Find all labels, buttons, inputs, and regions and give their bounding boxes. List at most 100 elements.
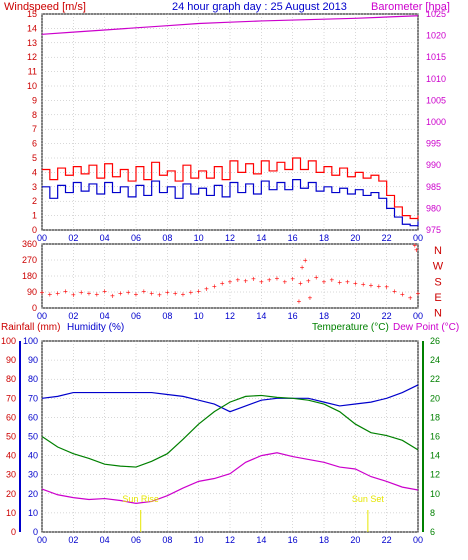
direction-point: + bbox=[259, 277, 264, 286]
direction-tick-label: 90 bbox=[27, 287, 37, 297]
direction-point: + bbox=[212, 282, 217, 291]
wind-x-tick-label: 12 bbox=[225, 233, 235, 243]
direction-point: + bbox=[400, 290, 405, 299]
windspeed-tick-label: 10 bbox=[27, 81, 37, 91]
direction-point: + bbox=[306, 276, 311, 285]
graph-title: 24 hour graph day : 25 August 2013 bbox=[172, 1, 347, 13]
direction-point: + bbox=[118, 289, 123, 298]
barometer-tick-label: 1010 bbox=[426, 74, 446, 84]
chart-marks: 0123456789101112131415975980985990995100… bbox=[1, 9, 446, 545]
temperature-tick-label: 10 bbox=[430, 489, 440, 499]
rainfall-tick-label: 100 bbox=[1, 336, 16, 346]
temperature-tick-label: 8 bbox=[430, 508, 435, 518]
direction-point: + bbox=[384, 283, 389, 292]
barometer-line bbox=[41, 15, 419, 35]
windspeed-tick-label: 9 bbox=[32, 95, 37, 105]
direction-point: + bbox=[141, 287, 146, 296]
direction-point: + bbox=[243, 276, 248, 285]
windspeed-tick-label: 15 bbox=[27, 9, 37, 19]
direction-x-tick-label: 08 bbox=[162, 311, 172, 321]
direction-point: + bbox=[87, 289, 92, 298]
windspeed-tick-label: 3 bbox=[32, 182, 37, 192]
humidity-tick-label: 60 bbox=[28, 412, 38, 422]
direction-point: + bbox=[361, 280, 366, 289]
wind-x-tick-label: 14 bbox=[256, 233, 266, 243]
direction-point: + bbox=[110, 292, 115, 301]
wind-x-tick-label: 02 bbox=[68, 233, 78, 243]
rainfall-tick-label: 50 bbox=[6, 432, 16, 442]
temp-x-tick-label: 00 bbox=[37, 535, 47, 545]
temp-x-tick-label: 02 bbox=[68, 535, 78, 545]
temp-x-tick-label: 22 bbox=[382, 535, 392, 545]
direction-point: + bbox=[173, 289, 178, 298]
direction-point: + bbox=[40, 288, 45, 297]
direction-point: + bbox=[149, 289, 154, 298]
direction-x-tick-label: 20 bbox=[350, 311, 360, 321]
windspeed-tick-label: 4 bbox=[32, 167, 37, 177]
direction-point: + bbox=[300, 263, 305, 272]
wind-x-tick-label: 22 bbox=[382, 233, 392, 243]
direction-x-tick-label: 22 bbox=[382, 311, 392, 321]
direction-point: + bbox=[308, 293, 313, 302]
direction-point: + bbox=[188, 288, 193, 297]
direction-x-tick-label: 18 bbox=[319, 311, 329, 321]
temp-x-tick-label: 16 bbox=[288, 535, 298, 545]
humidity-tick-label: 90 bbox=[28, 355, 38, 365]
direction-point: + bbox=[157, 291, 162, 300]
temperature-line bbox=[41, 394, 419, 468]
direction-point: + bbox=[102, 287, 107, 296]
temp-x-tick-label: 20 bbox=[350, 535, 360, 545]
windspeed-axis-title: Windspeed [m/s] bbox=[4, 1, 86, 13]
direction-point: + bbox=[369, 281, 374, 290]
rainfall-tick-label: 20 bbox=[6, 489, 16, 499]
barometer-tick-label: 980 bbox=[426, 203, 441, 213]
barometer-tick-label: 1000 bbox=[426, 117, 446, 127]
wind-x-tick-label: 08 bbox=[162, 233, 172, 243]
direction-point: + bbox=[290, 275, 295, 284]
temp-x-tick-label: 08 bbox=[162, 535, 172, 545]
temperature-tick-label: 12 bbox=[430, 470, 440, 480]
windspeed-tick-label: 0 bbox=[32, 225, 37, 235]
temperature-tick-label: 26 bbox=[430, 336, 440, 346]
temperature-tick-label: 14 bbox=[430, 451, 440, 461]
windspeed-tick-label: 5 bbox=[32, 153, 37, 163]
direction-point: + bbox=[322, 277, 327, 286]
direction-tick-label: 360 bbox=[22, 239, 37, 249]
wind-x-tick-label: 04 bbox=[100, 233, 110, 243]
direction-point: + bbox=[63, 287, 68, 296]
rainfall-tick-label: 40 bbox=[6, 451, 16, 461]
compass-label: S bbox=[434, 276, 441, 288]
rainfall-tick-label: 80 bbox=[6, 374, 16, 384]
temperature-tick-label: 22 bbox=[430, 374, 440, 384]
direction-point: + bbox=[79, 288, 84, 297]
direction-point: + bbox=[134, 290, 139, 299]
direction-point: + bbox=[282, 277, 287, 286]
windspeed-tick-label: 7 bbox=[32, 124, 37, 134]
direction-x-tick-label: 06 bbox=[131, 311, 141, 321]
direction-point: + bbox=[196, 287, 201, 296]
temperature-tick-label: 24 bbox=[430, 355, 440, 365]
direction-x-tick-label: 00 bbox=[413, 311, 423, 321]
temp-x-tick-label: 14 bbox=[256, 535, 266, 545]
wind-x-tick-label: 00 bbox=[37, 233, 47, 243]
direction-point: + bbox=[416, 289, 421, 298]
wind-x-tick-label: 06 bbox=[131, 233, 141, 243]
direction-point: + bbox=[314, 273, 319, 282]
compass-label: E bbox=[434, 292, 441, 304]
direction-point: + bbox=[55, 289, 60, 298]
direction-point: + bbox=[228, 277, 233, 286]
sunset-label: Sun Set bbox=[352, 494, 385, 504]
direction-tick-label: 0 bbox=[32, 303, 37, 313]
compass-label: W bbox=[433, 261, 444, 273]
humidity-tick-label: 30 bbox=[28, 470, 38, 480]
direction-point: + bbox=[126, 288, 131, 297]
direction-point: + bbox=[353, 279, 358, 288]
direction-point: + bbox=[47, 290, 52, 299]
barometer-tick-label: 975 bbox=[426, 225, 441, 235]
sunrise-label: Sun Rise bbox=[122, 494, 159, 504]
wind-x-tick-label: 16 bbox=[288, 233, 298, 243]
barometer-tick-label: 990 bbox=[426, 160, 441, 170]
temp-x-tick-label: 04 bbox=[100, 535, 110, 545]
